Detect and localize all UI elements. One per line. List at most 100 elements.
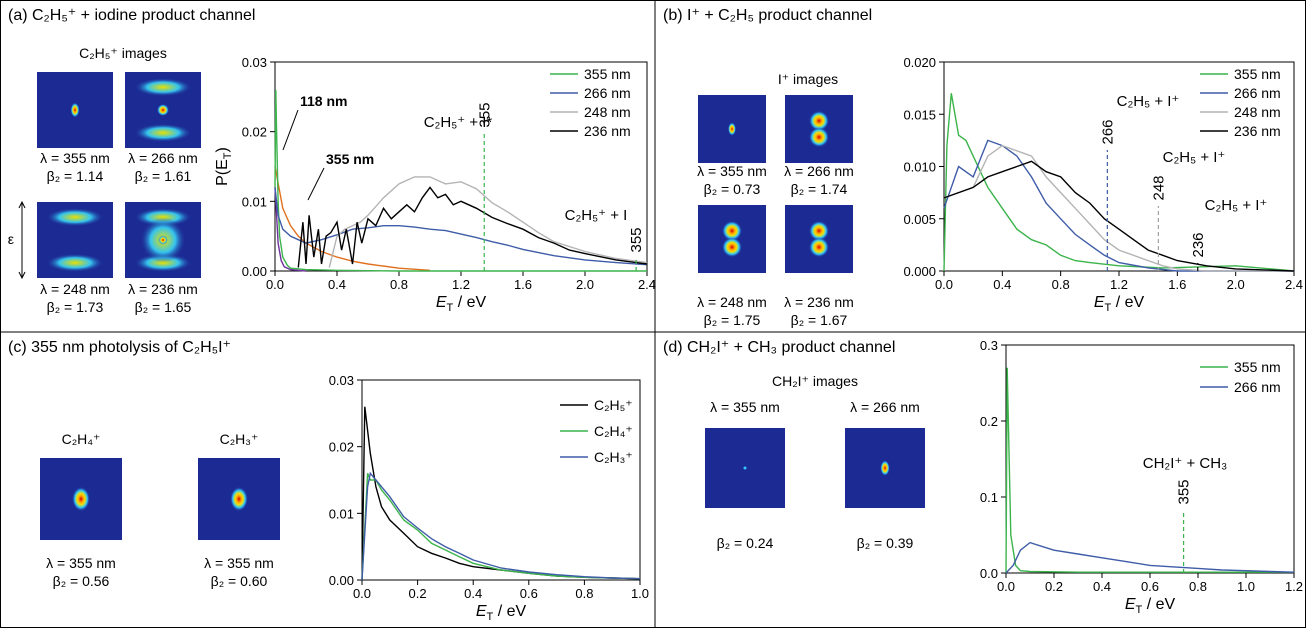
vmi-image — [125, 202, 201, 278]
x-tick-label: 0.8 — [575, 586, 593, 601]
legend-label: 355 nm — [1234, 66, 1281, 82]
x-tick-label: 1.6 — [1168, 277, 1186, 292]
axis-label-part: E — [476, 603, 487, 620]
x-tick-label: 0.0 — [935, 277, 953, 292]
image-wavelength: λ = 355 nm — [40, 150, 110, 166]
axis-label: P(ET) — [214, 147, 234, 186]
axis-label-part: / eV — [1111, 294, 1144, 311]
threshold-product: C₂H₅⁺ + I — [565, 207, 628, 224]
image-beta: β₂ = 1.74 — [791, 181, 848, 197]
vmi-image — [37, 202, 113, 278]
y-tick-label: 0.03 — [242, 55, 267, 70]
polarization-label: ε — [8, 231, 14, 247]
axis-label: ET / eV — [1125, 596, 1176, 616]
y-tick-label: 0.0 — [980, 566, 998, 581]
image-title: C₂H₄⁺ — [62, 431, 101, 447]
x-tick-label: 0.0 — [266, 277, 284, 292]
annotation-arrow — [283, 110, 298, 150]
image-title: C₂H₃⁺ — [220, 431, 259, 447]
legend-label: 355 nm — [1234, 359, 1281, 375]
image-wavelength: λ = 248 nm — [697, 294, 767, 310]
image-feature — [722, 237, 742, 257]
x-tick-label: 0.8 — [390, 277, 408, 292]
threshold-label: 355 — [628, 227, 645, 252]
y-tick-label: 0.005 — [903, 212, 936, 227]
image-wavelength: λ = 355 nm — [46, 555, 116, 571]
threshold-product: C₂H₅ + I⁺ — [1117, 93, 1180, 110]
vmi-image — [845, 428, 925, 508]
legend-label: 355 nm — [584, 66, 631, 82]
y-tick-label: 0.01 — [242, 194, 267, 209]
y-tick-label: 0.00 — [242, 264, 267, 279]
fit-curve — [275, 167, 430, 271]
image-wavelength: λ = 248 nm — [40, 281, 110, 297]
x-tick-label: 1.2 — [452, 277, 470, 292]
axis-label-part: E — [436, 294, 447, 311]
vmi-image — [698, 205, 766, 273]
x-tick-label: 0.6 — [520, 586, 538, 601]
image-wavelength: λ = 266 nm — [784, 163, 854, 179]
vmi-image — [785, 205, 853, 273]
y-tick-label: 0.03 — [329, 373, 354, 388]
x-tick-label: 2.0 — [576, 277, 594, 292]
image-feature — [46, 208, 104, 226]
image-feature — [134, 124, 192, 142]
x-tick-label: 0.4 — [328, 277, 346, 292]
image-beta: β₂ = 0.60 — [211, 573, 268, 589]
y-tick-label: 0.015 — [903, 107, 936, 122]
x-tick-label: 0.6 — [1141, 579, 1159, 594]
series-line — [298, 187, 647, 267]
image-feature — [72, 487, 90, 512]
vmi-image — [698, 95, 766, 163]
image-beta: β₂ = 1.73 — [47, 299, 104, 315]
image-feature — [157, 104, 169, 116]
image-wavelength: λ = 355 nm — [204, 555, 274, 571]
vmi-image — [198, 458, 280, 540]
axis-label-part: E — [1094, 294, 1105, 311]
threshold-label: 355 — [1176, 479, 1193, 504]
axis-label-part: P(E — [214, 159, 231, 186]
image-beta: β₂ = 1.65 — [135, 299, 192, 315]
x-tick-label: 1.6 — [514, 277, 532, 292]
x-tick-label: 0.4 — [993, 277, 1011, 292]
image-beta: β₂ = 1.14 — [47, 168, 104, 184]
image-wavelength: λ = 266 nm — [850, 399, 920, 415]
vmi-image — [125, 72, 201, 148]
axis-label-part: / eV — [453, 294, 486, 311]
vmi-image — [37, 72, 113, 148]
threshold-label: 266 — [1099, 119, 1116, 144]
legend-label: 236 nm — [584, 123, 631, 139]
threshold-product: C₂H₅ + I⁺ — [1163, 149, 1226, 166]
series-line — [944, 161, 1294, 271]
x-tick-label: 0.8 — [1052, 277, 1070, 292]
panel-title: (c) 355 nm photolysis of C₂H₅I⁺ — [8, 339, 231, 356]
annotation-arrow — [308, 168, 324, 200]
axis-label: ET / eV — [1094, 294, 1145, 314]
image-feature — [744, 467, 747, 470]
y-tick-label: 0.02 — [242, 125, 267, 140]
x-tick-label: 0.8 — [1189, 579, 1207, 594]
image-feature — [158, 235, 167, 244]
threshold-product: CH₂I⁺ + CH₃ — [1143, 455, 1227, 472]
image-wavelength: λ = 355 nm — [697, 163, 767, 179]
x-tick-label: 0.0 — [997, 579, 1015, 594]
threshold-label: 236 — [1190, 232, 1207, 257]
panel-title: (a) C₂H₅⁺ + iodine product channel — [8, 7, 255, 24]
legend-label: 248 nm — [584, 104, 631, 120]
image-feature — [809, 237, 829, 257]
image-beta: β₂ = 0.73 — [704, 181, 761, 197]
x-tick-label: 2.0 — [1227, 277, 1245, 292]
y-tick-label: 0.01 — [329, 506, 354, 521]
image-beta: β₂ = 1.67 — [791, 312, 848, 328]
series-line — [362, 473, 640, 580]
y-tick-label: 0.3 — [980, 338, 998, 353]
image-wavelength: λ = 266 nm — [128, 150, 198, 166]
vmi-image — [705, 428, 785, 508]
curve-annotation: 118 nm — [300, 93, 347, 109]
image-wavelength: λ = 236 nm — [128, 281, 198, 297]
axis-label-part: / eV — [493, 603, 526, 620]
y-tick-label: 0.020 — [903, 55, 936, 70]
image-beta: β₂ = 1.75 — [704, 312, 761, 328]
vmi-image — [40, 458, 122, 540]
panel-title: (d) CH₂I⁺ + CH₃ product channel — [663, 339, 895, 356]
